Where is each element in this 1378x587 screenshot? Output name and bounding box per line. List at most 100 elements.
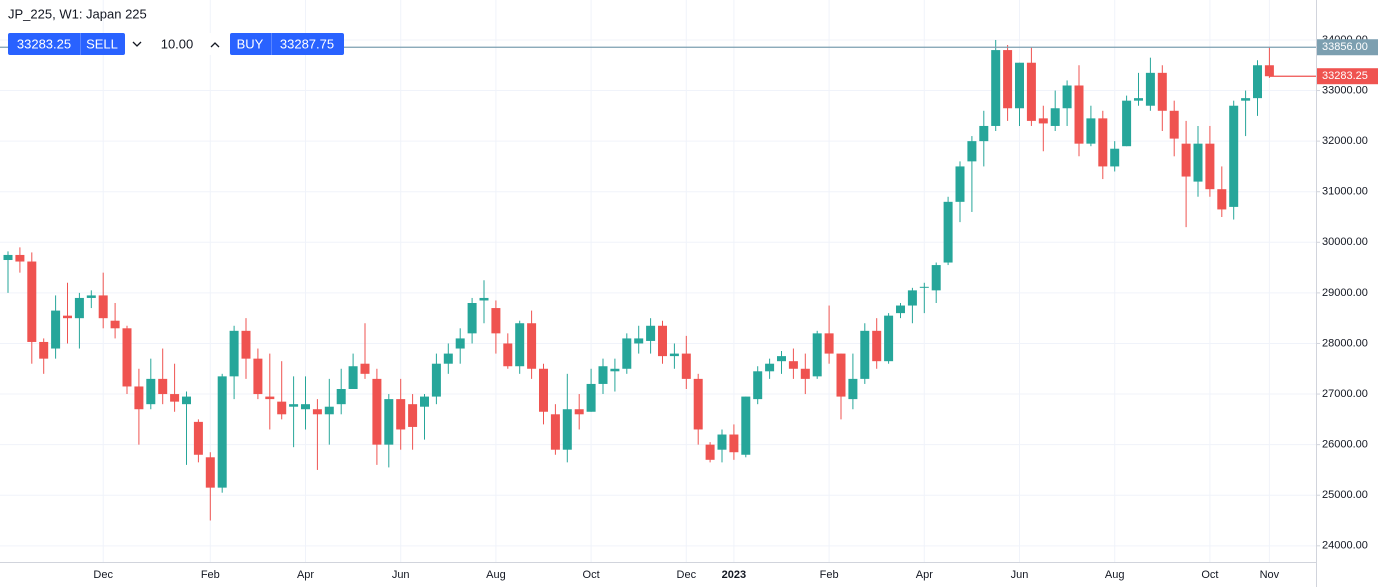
candle-body bbox=[372, 378, 382, 445]
candle-body bbox=[1062, 85, 1072, 109]
candle-body bbox=[467, 303, 477, 334]
buy-label: BUY bbox=[237, 36, 264, 51]
candle-body bbox=[110, 320, 120, 329]
candle-body bbox=[610, 368, 620, 372]
candle-body bbox=[289, 404, 299, 407]
candle-body bbox=[217, 376, 227, 488]
candle-body bbox=[1253, 65, 1262, 99]
candle-body bbox=[1217, 189, 1227, 210]
x-tick-label: Oct bbox=[1201, 569, 1218, 581]
x-tick-label: Dec bbox=[677, 569, 697, 581]
candle-body bbox=[753, 371, 763, 400]
candle-body bbox=[1003, 50, 1013, 109]
trade-panel: 33283.25 SELL 10.00 BUY 33287.75 bbox=[8, 33, 344, 55]
candle-body bbox=[1193, 143, 1203, 182]
candle-body bbox=[1026, 62, 1036, 121]
candle-body bbox=[27, 261, 37, 342]
candle-body bbox=[336, 388, 346, 405]
candle-body bbox=[39, 341, 49, 359]
candle-body bbox=[431, 363, 441, 397]
candle-body bbox=[455, 338, 465, 349]
candle-body bbox=[812, 333, 822, 377]
candle-body bbox=[384, 399, 394, 445]
candle-body bbox=[1241, 98, 1251, 101]
x-tick-label: 2023 bbox=[722, 569, 746, 581]
candle-body bbox=[348, 366, 358, 389]
candle-body bbox=[420, 396, 429, 407]
candle-body bbox=[550, 414, 560, 450]
sell-button[interactable] bbox=[8, 33, 125, 55]
candle-body bbox=[1157, 72, 1167, 111]
candle-body bbox=[1074, 85, 1084, 144]
candle-body bbox=[1134, 98, 1143, 101]
candle-body bbox=[646, 325, 656, 341]
candle-body bbox=[574, 409, 584, 415]
x-tick-label: Apr bbox=[916, 569, 933, 581]
candle-body bbox=[872, 330, 882, 362]
candle-body bbox=[1169, 110, 1179, 139]
candle-body bbox=[634, 338, 644, 344]
candle-body bbox=[1264, 65, 1274, 77]
candle-body bbox=[443, 353, 453, 364]
candle-body bbox=[1086, 118, 1096, 144]
candle-body bbox=[717, 434, 727, 450]
candle-body bbox=[907, 290, 917, 306]
candle-body bbox=[312, 409, 322, 415]
y-tick-label: 30000.00 bbox=[1322, 236, 1368, 248]
x-tick-label: Apr bbox=[297, 569, 314, 581]
candle-body bbox=[3, 254, 13, 261]
candle-body bbox=[991, 50, 1001, 126]
candle-body bbox=[360, 363, 370, 374]
candle-body bbox=[158, 378, 168, 395]
candle-body bbox=[586, 383, 596, 412]
candle-body bbox=[979, 125, 989, 142]
candle-body bbox=[134, 386, 144, 410]
y-tick-label: 26000.00 bbox=[1322, 439, 1368, 451]
increase-icon[interactable] bbox=[210, 42, 220, 48]
price-label: 33856.00 bbox=[1322, 41, 1368, 53]
candle-body bbox=[193, 421, 203, 455]
candle-body bbox=[170, 394, 180, 402]
y-tick-label: 28000.00 bbox=[1322, 337, 1368, 349]
candle-body bbox=[562, 409, 572, 450]
y-tick-label: 24000.00 bbox=[1322, 540, 1368, 552]
price-label-box bbox=[1317, 68, 1378, 85]
candle-body bbox=[182, 396, 191, 405]
candle-body bbox=[860, 330, 870, 379]
candle-body bbox=[63, 315, 72, 319]
x-tick-label: Oct bbox=[583, 569, 600, 581]
candle-body bbox=[896, 305, 905, 314]
sell-label: SELL bbox=[86, 36, 118, 51]
candle-body bbox=[539, 368, 548, 412]
candle-body bbox=[943, 201, 953, 263]
candle-body bbox=[527, 323, 537, 369]
candle-body bbox=[658, 325, 667, 357]
candle-body bbox=[265, 396, 275, 400]
y-tick-label: 31000.00 bbox=[1322, 186, 1368, 198]
candle-body bbox=[15, 254, 25, 262]
candle-body bbox=[729, 434, 739, 453]
candle-body bbox=[1098, 118, 1108, 167]
candle-body bbox=[241, 330, 251, 359]
x-tick-label: Dec bbox=[93, 569, 113, 581]
candle-body bbox=[408, 404, 418, 427]
candle-body bbox=[1110, 148, 1120, 167]
candle-body bbox=[967, 141, 977, 162]
buy-button[interactable] bbox=[230, 33, 344, 55]
candle-body bbox=[622, 338, 632, 369]
quantity-box[interactable] bbox=[125, 33, 230, 55]
candle-body bbox=[919, 286, 929, 288]
decrease-icon[interactable] bbox=[132, 41, 142, 47]
y-tick-label: 25000.00 bbox=[1322, 489, 1368, 501]
x-tick-label: Feb bbox=[820, 569, 839, 581]
candle-body bbox=[955, 166, 965, 202]
x-tick-label: Jun bbox=[1011, 569, 1029, 581]
candle-body bbox=[1145, 72, 1155, 106]
candle-body bbox=[1122, 100, 1132, 147]
candle-body bbox=[74, 297, 84, 319]
candle-body bbox=[98, 295, 108, 319]
marks-layer bbox=[0, 39, 1316, 521]
candle-body bbox=[86, 295, 96, 298]
candle-body bbox=[741, 396, 751, 455]
candle-body bbox=[277, 401, 287, 415]
